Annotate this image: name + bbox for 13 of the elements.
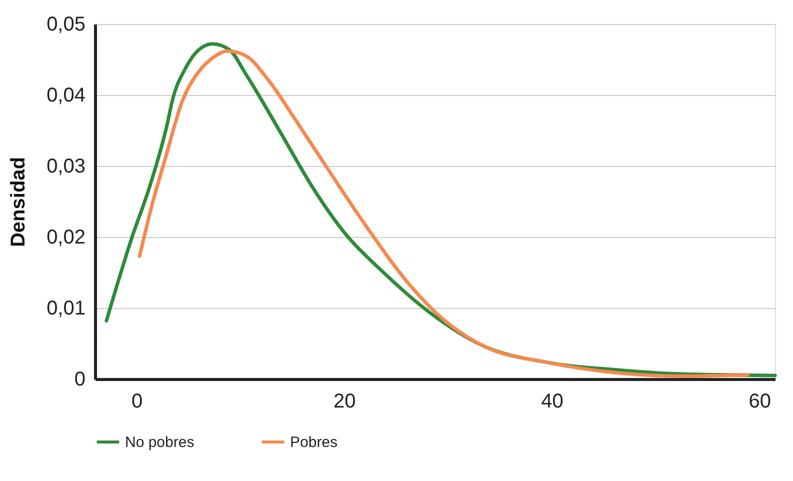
x-tick-label: 0 — [131, 390, 143, 412]
x-tick-label: 60 — [748, 390, 772, 412]
y-tick-label: 0,02 — [46, 226, 86, 248]
legend-label: No pobres — [125, 434, 194, 451]
y-tick-label: 0,03 — [46, 156, 86, 178]
y-tick-label: 0,01 — [46, 298, 86, 320]
x-tick-label: 20 — [334, 390, 356, 412]
x-tick-label: 40 — [541, 390, 564, 412]
y-axis-title: Densidad — [8, 156, 30, 248]
y-tick-label: 0 — [74, 368, 86, 390]
legend-label: Pobres — [290, 434, 338, 451]
y-tick-label: 0,05 — [46, 14, 86, 36]
y-tick-label: 0,04 — [46, 84, 86, 106]
